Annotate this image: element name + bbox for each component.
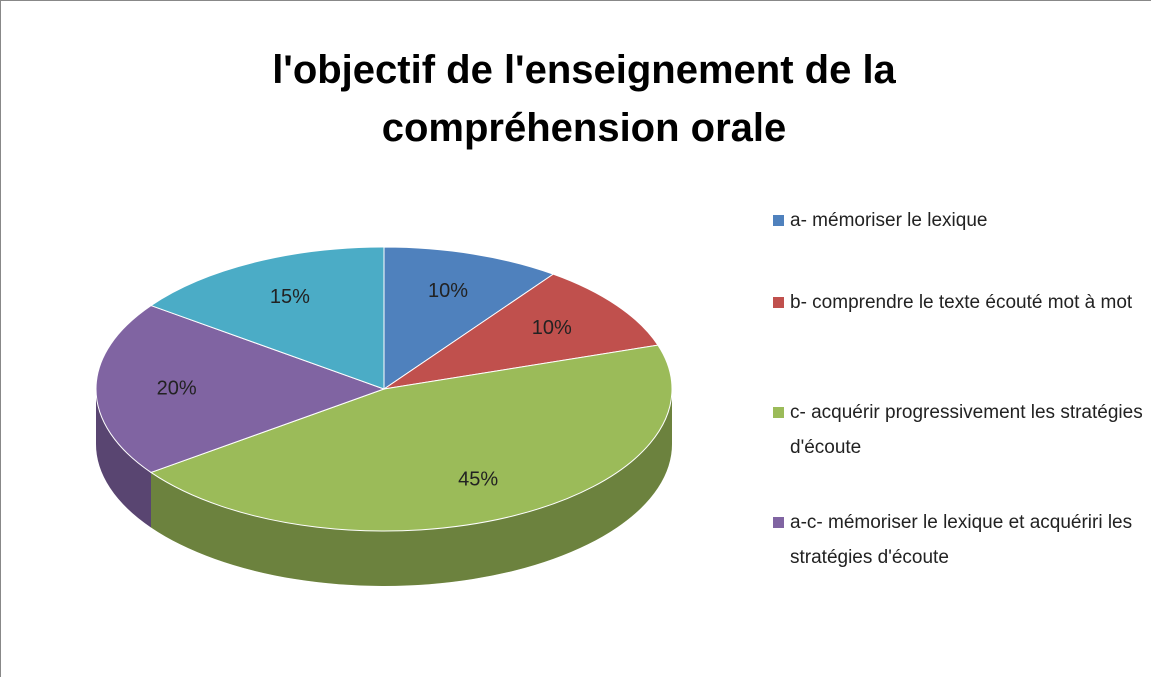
slice-side <box>96 389 152 528</box>
slice <box>149 344 673 532</box>
legend-item: b- comprendre le texte écouté mot à mot <box>773 285 1143 320</box>
legend-swatch <box>773 215 784 226</box>
legend-label: a- mémoriser le lexique <box>790 210 988 231</box>
data-label: 20% <box>157 377 197 399</box>
legend-label: b- comprendre le texte écouté mot à mot <box>790 292 1133 313</box>
legend-label: c- acquérir progressivement les stratégi… <box>790 402 1143 458</box>
data-label: 10% <box>428 280 468 302</box>
slice <box>383 273 659 390</box>
slice <box>383 246 555 390</box>
slice-side <box>151 389 672 586</box>
data-label: 15% <box>270 286 310 308</box>
pie-area: 10% 10% 45% 20% 15% <box>95 246 673 586</box>
data-label: 45% <box>458 468 498 490</box>
legend-item: c- acquérir progressivement les stratégi… <box>773 395 1143 465</box>
legend-item: a- mémoriser le lexique <box>773 203 1143 238</box>
legend-swatch <box>773 517 784 528</box>
legend-swatch <box>773 297 784 308</box>
legend-label: a-c- mémoriser le lexique et acquériri l… <box>790 512 1133 568</box>
slice-side-shade <box>151 389 672 586</box>
legend-item: a-c- mémoriser le lexique et acquériri l… <box>773 505 1143 575</box>
data-label: 10% <box>532 317 572 339</box>
slice-side-shade <box>96 389 152 528</box>
slice <box>149 246 385 390</box>
slice <box>95 304 386 474</box>
chart-title: l'objectif de l'enseignement de la compr… <box>272 48 896 150</box>
legend-swatch <box>773 407 784 418</box>
